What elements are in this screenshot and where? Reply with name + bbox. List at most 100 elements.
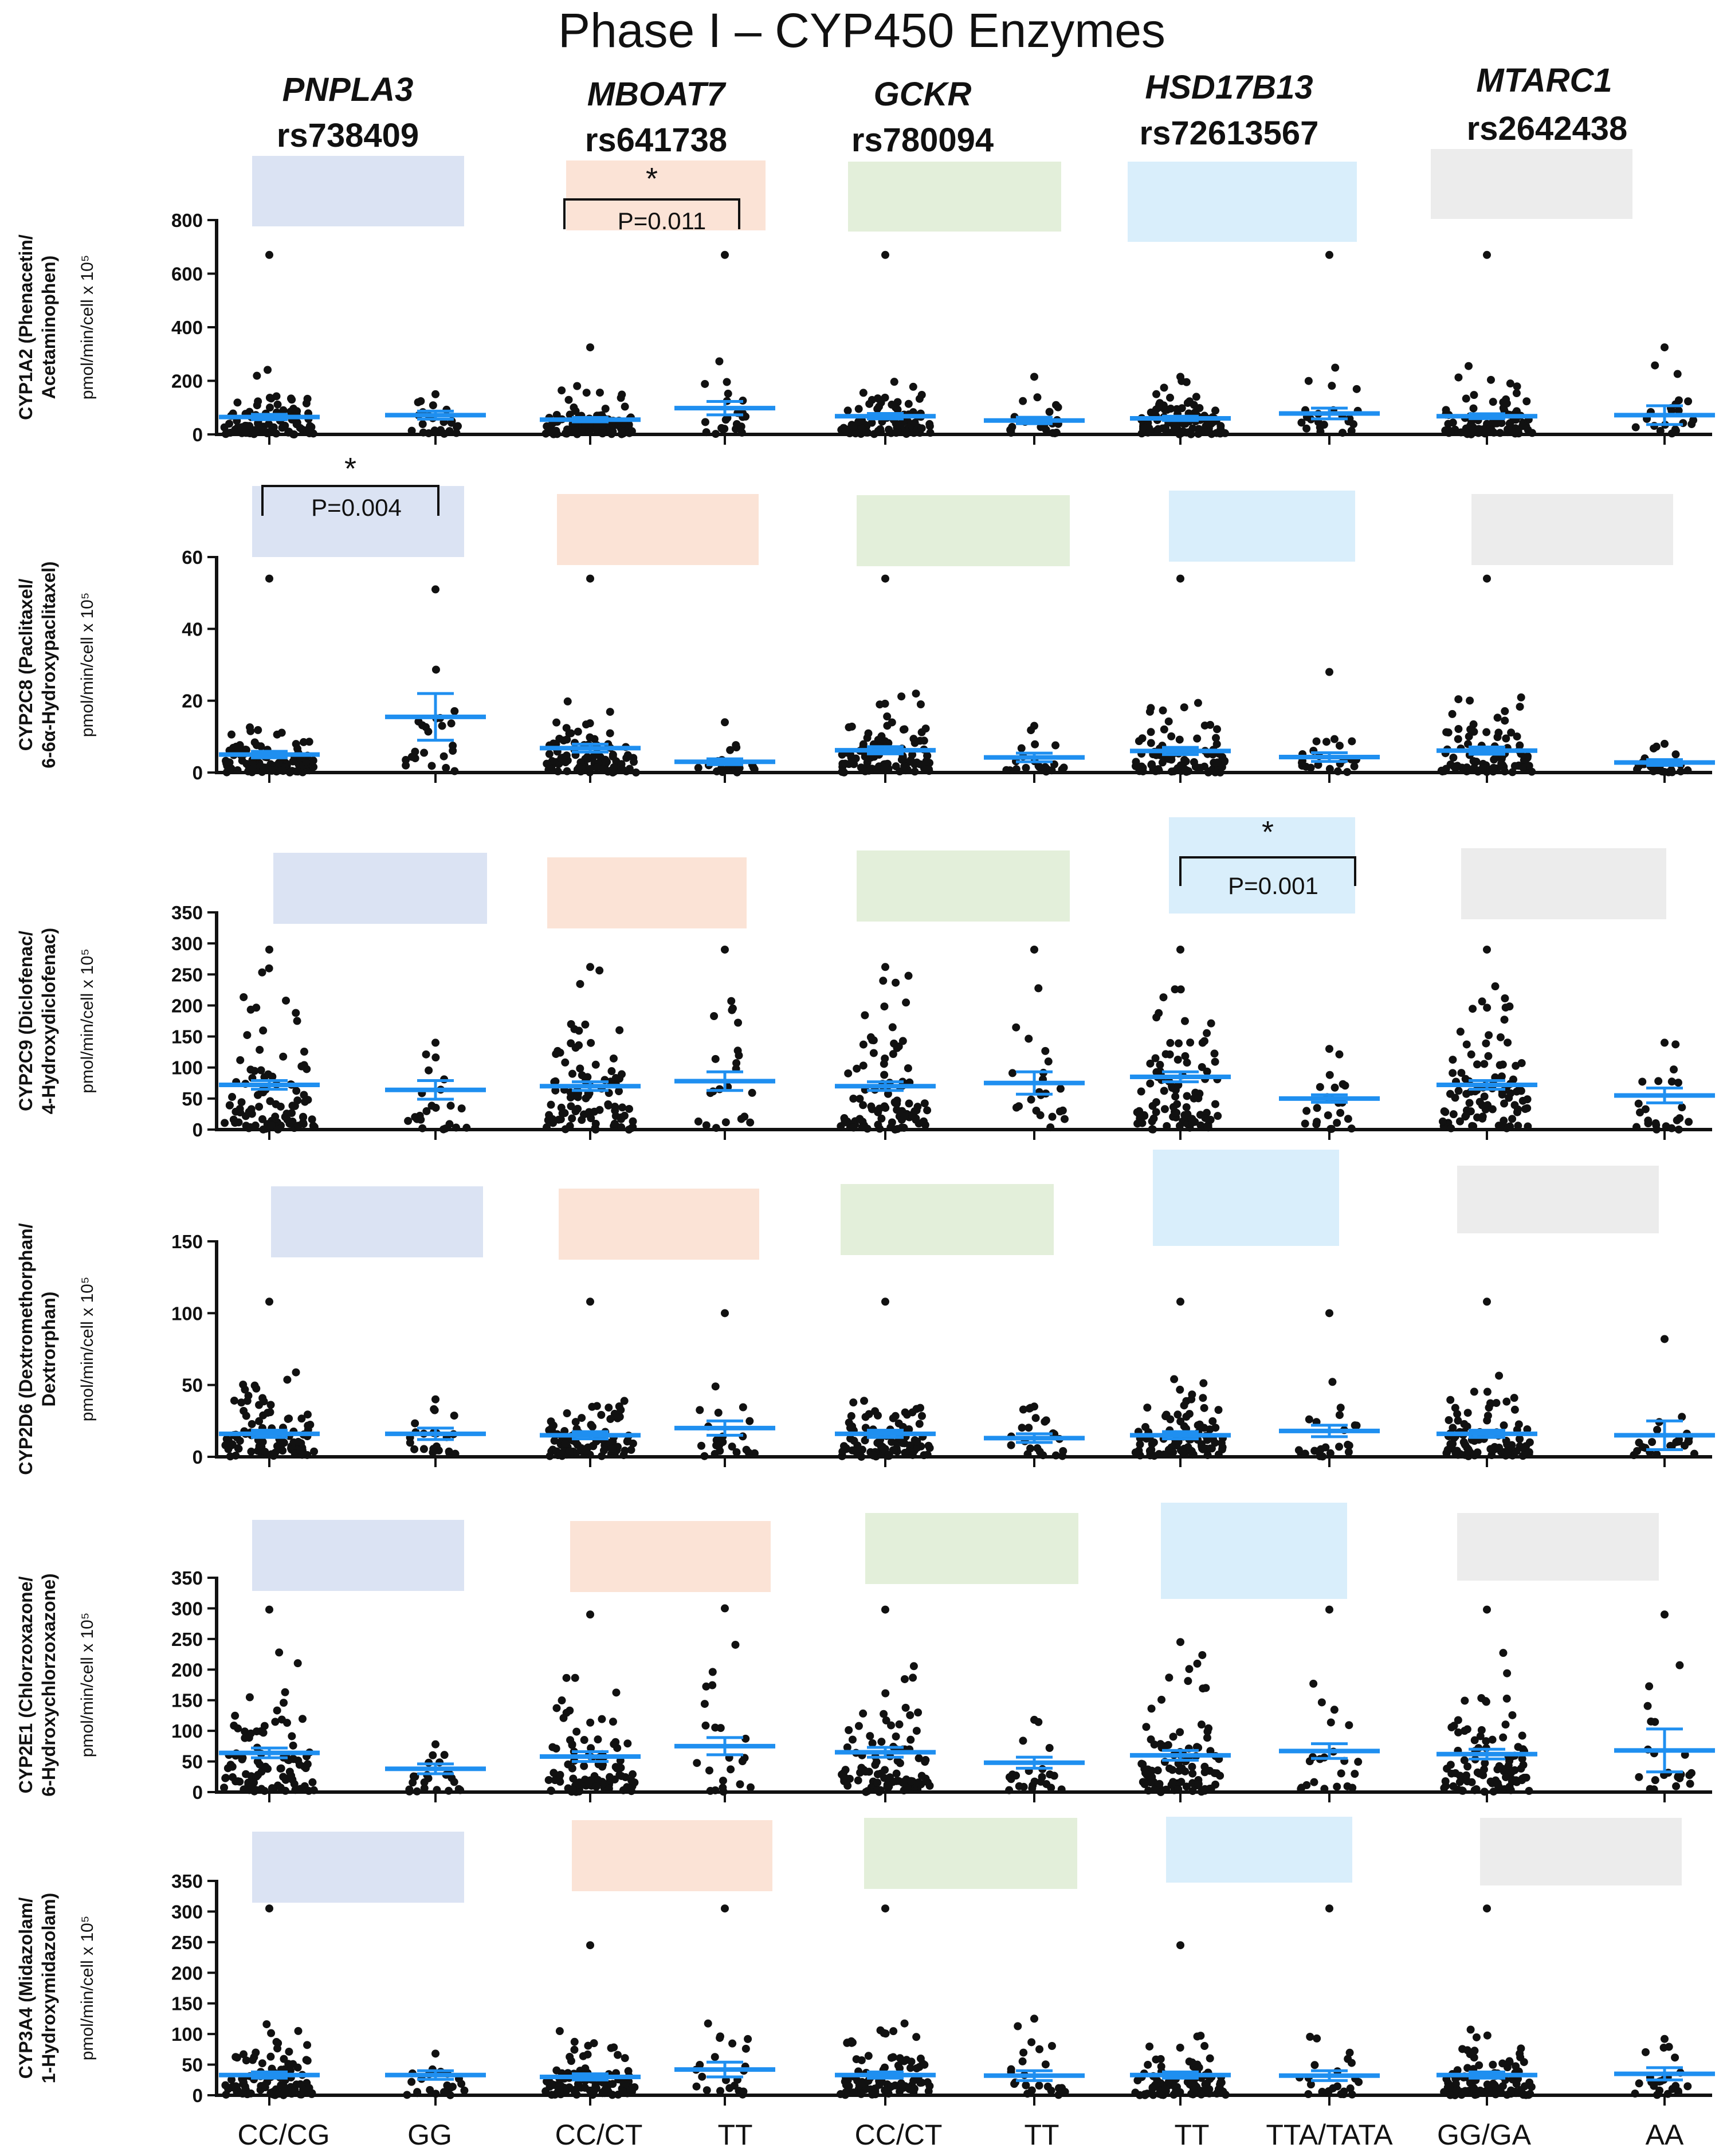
data-point (734, 1018, 743, 1027)
gene-name-1: MBOAT7 (587, 76, 727, 113)
data-point (1506, 1122, 1514, 1131)
data-point (227, 1441, 236, 1449)
x-category-8: GG/GA (1437, 2119, 1532, 2151)
data-point-max (1030, 945, 1038, 954)
data-point (1335, 1442, 1344, 1451)
data-point (904, 399, 913, 408)
data-point (1683, 766, 1692, 775)
data-point (1194, 1094, 1203, 1103)
data-point (1051, 741, 1060, 750)
data-point (735, 1051, 743, 1060)
data-point (843, 1743, 851, 1751)
data-point (229, 1115, 238, 1124)
data-point (419, 1445, 428, 1453)
data-point (587, 1744, 595, 1753)
data-point (1160, 725, 1168, 734)
data-point (1500, 1116, 1508, 1125)
data-point (242, 1412, 250, 1420)
data-point (880, 1060, 888, 1068)
data-point (1301, 1119, 1309, 1128)
data-point (561, 1058, 570, 1067)
data-point (231, 1711, 240, 1720)
data-point (1005, 1773, 1014, 1781)
data-point (460, 2086, 469, 2095)
data-point (1523, 1425, 1532, 1434)
data-point (1651, 1776, 1659, 1785)
data-point (250, 1787, 258, 1796)
data-point (292, 1009, 300, 1017)
data-point (1304, 2090, 1313, 2099)
data-point (861, 1413, 870, 1421)
data-point (1486, 1445, 1495, 1453)
data-point-max (265, 1904, 273, 1913)
data-point (1451, 764, 1460, 773)
gene-box-mtarc1 (1461, 848, 1666, 919)
data-point (299, 1112, 307, 1121)
y-axis-label-line: CYP3A4 (Midazolam/ (15, 1898, 36, 2079)
data-point (243, 422, 252, 430)
data-point (571, 1438, 580, 1447)
data-point-max (1030, 373, 1038, 381)
data-point (1516, 741, 1524, 750)
data-point (595, 966, 604, 975)
data-point (623, 1739, 632, 1748)
data-point (431, 1053, 440, 1062)
data-point (1473, 1060, 1481, 1069)
data-point (1484, 1052, 1493, 1060)
data-point (617, 394, 625, 402)
data-point-max (881, 574, 889, 583)
data-point (1152, 1098, 1160, 1107)
data-point (716, 2033, 724, 2042)
data-point (1455, 1778, 1464, 1786)
points-group-0 (220, 1605, 318, 1796)
gene-box-hsd17b13 (1169, 491, 1355, 562)
data-point (541, 2087, 550, 2096)
data-point (1528, 767, 1536, 776)
data-point (1498, 1060, 1507, 1069)
data-point (874, 1120, 882, 1129)
data-point (1651, 1119, 1660, 1128)
data-point (1061, 2088, 1069, 2096)
data-point-max (1483, 1904, 1491, 1913)
data-point (1152, 405, 1160, 414)
data-point (1684, 397, 1693, 406)
data-point (442, 763, 450, 772)
data-point (417, 1115, 425, 1124)
data-point (1027, 1095, 1035, 1104)
data-point (564, 395, 573, 404)
data-point (1201, 1114, 1210, 1122)
data-point (221, 1119, 229, 1127)
data-point (1680, 1441, 1689, 1450)
data-point (877, 732, 886, 740)
data-point (851, 1447, 860, 1456)
data-point (859, 1061, 868, 1070)
data-point (1182, 1103, 1191, 1111)
data-point (1355, 2077, 1363, 2086)
data-point (610, 1740, 618, 1749)
data-point (1176, 429, 1184, 438)
data-point (910, 739, 919, 747)
data-point (1028, 1784, 1037, 1793)
data-point (242, 1122, 250, 1130)
data-point (603, 758, 611, 766)
data-point (1635, 1438, 1643, 1447)
data-point (1031, 740, 1039, 748)
data-point (450, 1778, 458, 1786)
data-point (849, 1095, 858, 1103)
data-point (1192, 1743, 1201, 1751)
data-point (230, 1722, 238, 1730)
data-point (303, 2041, 312, 2049)
data-point (924, 1441, 933, 1450)
data-point (1499, 1733, 1508, 1742)
data-point (1517, 693, 1525, 701)
data-point (700, 1700, 709, 1708)
data-point (629, 1770, 637, 1778)
data-point (543, 2077, 551, 2086)
gene-box-mtarc1 (1471, 494, 1673, 565)
data-point (547, 1100, 555, 1109)
data-point (575, 1780, 583, 1789)
data-point (1157, 1695, 1166, 1704)
data-point (1182, 1782, 1191, 1791)
data-point (279, 406, 288, 414)
data-point (1470, 2084, 1479, 2093)
